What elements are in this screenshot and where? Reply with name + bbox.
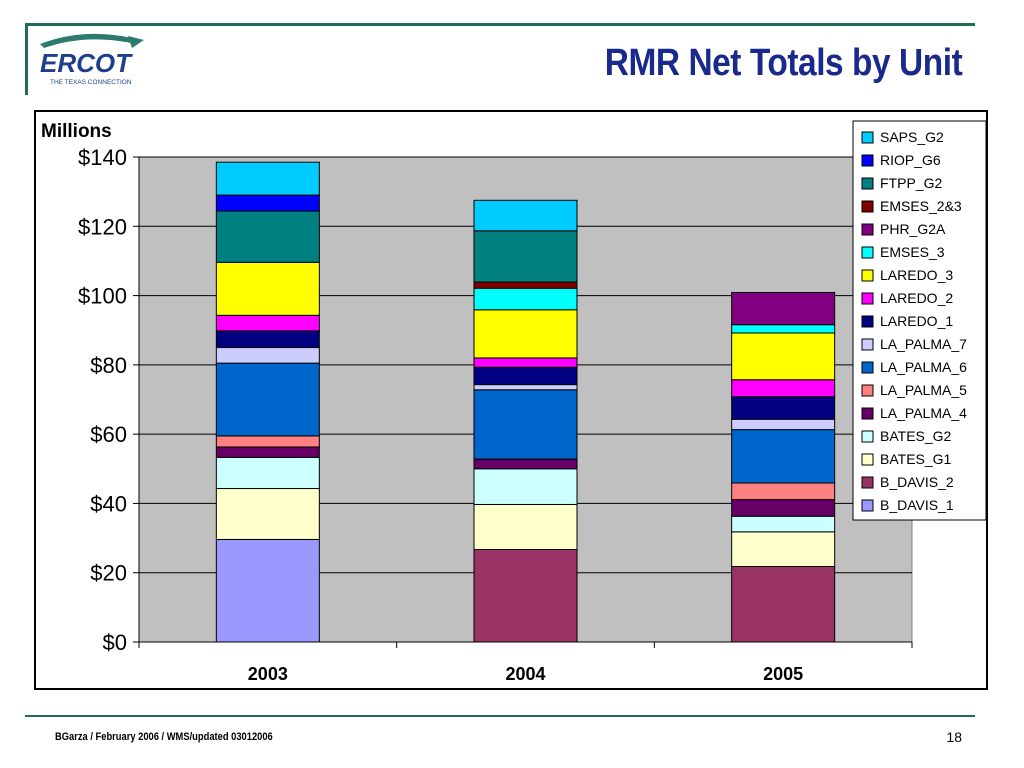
bar-segment [473,468,578,505]
bar-segment [731,379,836,398]
bars [215,161,836,643]
bar-segment [215,488,320,540]
bar-segment [215,261,320,316]
axes: $0 $20 $40 $60 $80 $100 $120 $140 2003 2004 2005 [78,145,913,684]
x-tick-label: 2005 [763,664,803,684]
bar-segment [731,482,836,501]
logo-text: ERCOT [40,48,133,78]
bar-segment [731,499,836,517]
bar-segment [473,309,578,359]
legend: SAPS_G2 RIOP_G6 FTPP_G2 EMSES_2&3 PHR_G2A EMS… [852,120,986,521]
bar-segment [215,330,320,349]
bar-segment [731,418,836,431]
legend-swatch [861,131,874,144]
bar-segment [215,161,320,196]
bar-segment [473,199,578,232]
legend-entry: FTPP_G2 [880,175,942,191]
stacked-bar-chart: $0 $20 $40 $60 $80 $100 $120 $140 2003 2004 2005 M… [41,120,986,684]
y-tick-label: $0 [103,630,127,655]
bar-segment [473,281,578,289]
x-tick-label: 2003 [248,664,288,684]
legend-swatch [861,200,874,213]
footer-text: BGarza / February 2006 / WMS/updated 030… [55,731,273,743]
legend-swatch [861,269,874,282]
bar-segment [215,435,320,448]
bar-segment [473,389,578,460]
legend-swatch [861,154,874,167]
bar-segment [473,458,578,470]
bar-segment [473,287,578,311]
legend-entry: BATES_G2 [880,428,952,444]
bar-segment [215,456,320,490]
legend-entry: EMSES_3 [880,244,945,260]
header-divider [25,23,975,26]
legend-swatch [861,246,874,259]
legend-swatch [861,361,874,374]
y-tick-label: $60 [90,422,127,447]
bar-segment [215,194,320,212]
legend-entry: LAREDO_2 [880,290,953,306]
bar-segment [731,429,836,484]
chart-frame: $0 $20 $40 $60 $80 $100 $120 $140 2003 2004 2005 M… [34,110,988,690]
legend-entry: PHR_G2A [880,221,946,237]
legend-swatch [861,499,874,512]
legend-swatch [861,430,874,443]
legend-entry: SAPS_G2 [880,129,944,145]
x-tick-label: 2004 [505,664,545,684]
bar-segment [473,384,578,391]
legend-entry: B_DAVIS_2 [880,474,954,490]
y-tick-label: $40 [90,491,127,516]
legend-entry: LAREDO_3 [880,267,953,283]
y-tick-label: $20 [90,561,127,586]
y-tick-label: $140 [78,145,127,170]
ercot-logo: ERCOT THE TEXAS CONNECTION [40,33,144,86]
legend-swatch [861,292,874,305]
page-title: RMR Net Totals by Unit [604,42,962,84]
y-tick-label: $80 [90,353,127,378]
legend-entry: EMSES_2&3 [880,198,962,214]
legend-entry: LAREDO_1 [880,313,953,329]
legend-swatch [861,338,874,351]
bar-segment [473,357,578,368]
legend-swatch [861,384,874,397]
legend-entry: BATES_G1 [880,451,952,467]
bar-segment [731,515,836,533]
y-tick-label: $120 [78,214,127,239]
bar-segment [473,366,578,386]
bar-segment [731,565,836,643]
bar-segment [473,230,578,283]
legend-swatch [861,223,874,236]
page-number: 18 [946,729,962,745]
legend-swatch [861,476,874,489]
y-tick-label: $100 [78,284,127,309]
bar-segment [215,210,320,263]
legend-entry: RIOP_G6 [880,152,941,168]
legend-swatch [861,315,874,328]
bar-segment [731,324,836,334]
bar-segment [215,362,320,437]
legend-entry: B_DAVIS_1 [880,497,954,513]
legend-swatch [861,453,874,466]
bar-segment [215,347,320,364]
bar-segment [215,446,320,458]
bar-segment [731,396,836,420]
legend-entry: LA_PALMA_6 [880,359,967,375]
legend-swatch [861,407,874,420]
legend-entry: LA_PALMA_7 [880,336,967,352]
bar-segment [731,531,836,567]
bar-segment [215,538,320,643]
legend-swatch [861,177,874,190]
bar-segment [473,549,578,643]
legend-entry: LA_PALMA_5 [880,382,967,398]
bar-segment [731,332,836,381]
header-side-divider [25,23,28,95]
logo-subtext: THE TEXAS CONNECTION [50,79,132,86]
bar-segment [731,291,836,326]
legend-entry: LA_PALMA_4 [880,405,967,421]
bar-segment [473,503,578,551]
footer-divider [25,715,975,717]
y-axis-label: Millions [41,121,112,142]
bar-segment [215,314,320,332]
legend-box [852,120,986,521]
